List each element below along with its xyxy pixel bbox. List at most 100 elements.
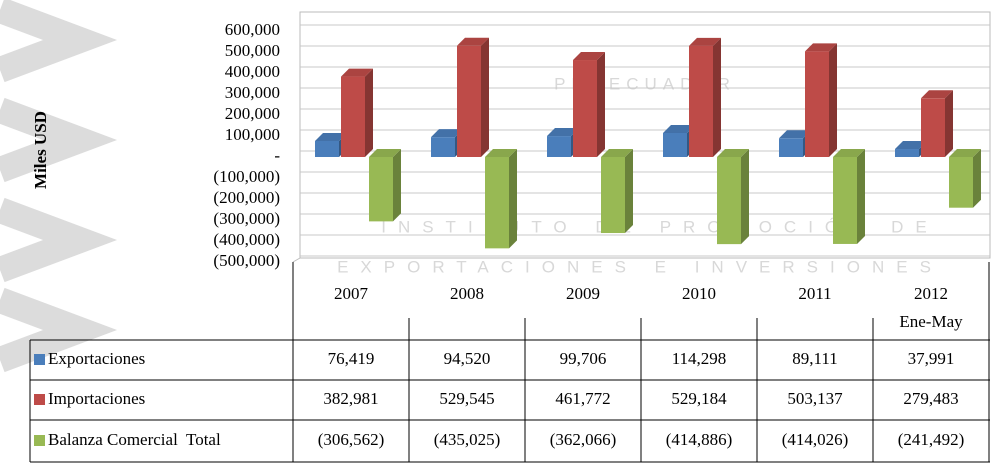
bar-side xyxy=(625,149,633,234)
y-tick-label: (200,000) xyxy=(213,188,280,207)
bar xyxy=(315,140,339,157)
legend-label: Exportaciones xyxy=(48,349,145,368)
bar-side xyxy=(741,149,749,245)
x-tick-label: 2010 xyxy=(682,284,716,303)
table-value: 89,111 xyxy=(792,349,838,368)
y-tick-label: (400,000) xyxy=(213,230,280,249)
bar xyxy=(663,132,687,157)
bar-side xyxy=(509,149,517,249)
x-tick-label-box: 2007 xyxy=(334,284,368,303)
bar-top xyxy=(663,124,695,133)
bar-top xyxy=(833,149,865,157)
y-axis-label: Miles USD xyxy=(31,111,50,189)
table-value: 94,520 xyxy=(444,349,491,368)
table-value: 76,419 xyxy=(328,349,375,368)
bar xyxy=(485,157,509,249)
table-value: (362,066) xyxy=(550,430,617,449)
decor-chevrons xyxy=(0,0,118,373)
bar-top xyxy=(341,68,373,77)
y-tick-label: 100,000 xyxy=(225,125,280,144)
y-tick-label: 600,000 xyxy=(225,20,280,39)
table-value: 461,772 xyxy=(555,389,610,408)
bar-top xyxy=(547,128,579,137)
y-tick-label: (300,000) xyxy=(213,209,280,228)
bar xyxy=(833,157,857,244)
table-value: 382,981 xyxy=(323,389,378,408)
x-tick-label: 2011 xyxy=(798,284,832,303)
table-value: 503,137 xyxy=(787,389,843,408)
bar-top xyxy=(949,149,981,157)
y-tick-label: 400,000 xyxy=(225,62,280,81)
table-value: 279,483 xyxy=(903,389,958,408)
table-value: 99,706 xyxy=(560,349,607,368)
bar-side xyxy=(365,68,373,157)
x-tick-label-box: 2012 Ene-May xyxy=(899,284,963,331)
x-tick-label: 2007 xyxy=(334,284,368,303)
x-tick-label: 2009 xyxy=(566,284,600,303)
bar xyxy=(895,149,919,157)
bar-top xyxy=(689,37,721,46)
legend-swatch xyxy=(34,394,45,405)
watermark: EXPORTACIONES E INVERSIONES xyxy=(337,257,943,276)
bar-top xyxy=(431,129,463,138)
bar-side xyxy=(481,37,489,158)
bar-top xyxy=(805,43,837,52)
x-tick-label: 2012 Ene-May xyxy=(899,284,963,331)
bar-top xyxy=(779,130,811,139)
bar xyxy=(949,157,973,208)
x-tick-label-box: 2009 xyxy=(566,284,600,303)
legend-label: Balanza Comercial Total xyxy=(48,430,221,449)
table-value: (241,492) xyxy=(898,430,965,449)
bar-top xyxy=(601,149,633,157)
bar xyxy=(341,76,365,157)
bar-top xyxy=(315,132,347,141)
bar-top xyxy=(369,149,401,157)
bar-top xyxy=(921,90,953,99)
bar-top xyxy=(895,141,927,150)
plot-floor-edge xyxy=(292,257,301,263)
table-value: 529,545 xyxy=(439,389,494,408)
bar-side xyxy=(857,149,865,244)
x-tick-label-box: 2008 xyxy=(450,284,484,303)
bar xyxy=(369,157,393,222)
bar-top xyxy=(573,52,605,61)
legend-label: Importaciones xyxy=(48,389,145,408)
bar-side xyxy=(945,90,953,157)
bar xyxy=(601,157,625,234)
bar xyxy=(547,136,571,157)
bar xyxy=(689,45,713,157)
bar-top xyxy=(485,149,517,157)
legend-swatch xyxy=(34,435,45,446)
bar xyxy=(573,60,597,158)
bar-side xyxy=(597,52,605,158)
bar-side xyxy=(973,149,981,208)
bar xyxy=(431,137,455,157)
y-tick-label: (100,000) xyxy=(213,167,280,186)
table-value: 529,184 xyxy=(671,389,727,408)
bar xyxy=(717,157,741,245)
bar-side xyxy=(393,149,401,222)
watermark: INSTITUTO DE PROMOCIÓN DE xyxy=(381,217,939,236)
plot-wall xyxy=(299,11,991,259)
bar-top xyxy=(457,37,489,46)
bar xyxy=(457,45,481,158)
table-value: (414,026) xyxy=(782,430,849,449)
table-value: (414,886) xyxy=(666,430,733,449)
x-tick-label: 2008 xyxy=(450,284,484,303)
table-value: 37,991 xyxy=(908,349,955,368)
bar xyxy=(921,98,945,157)
y-tick-label: 300,000 xyxy=(225,83,280,102)
table-value: (435,025) xyxy=(434,430,501,449)
x-tick-label-box: 2011 xyxy=(798,284,832,303)
y-tick-label: 200,000 xyxy=(225,104,280,123)
x-tick-label-box: 2010 xyxy=(682,284,716,303)
table-value: (306,562) xyxy=(318,430,385,449)
y-tick-label: 500,000 xyxy=(225,41,280,60)
bar-top xyxy=(717,149,749,157)
y-tick-label: (500,000) xyxy=(213,251,280,270)
y-tick-label: - xyxy=(274,146,280,165)
legend-swatch xyxy=(34,354,45,365)
bar xyxy=(779,138,803,157)
bar-side xyxy=(713,37,721,157)
